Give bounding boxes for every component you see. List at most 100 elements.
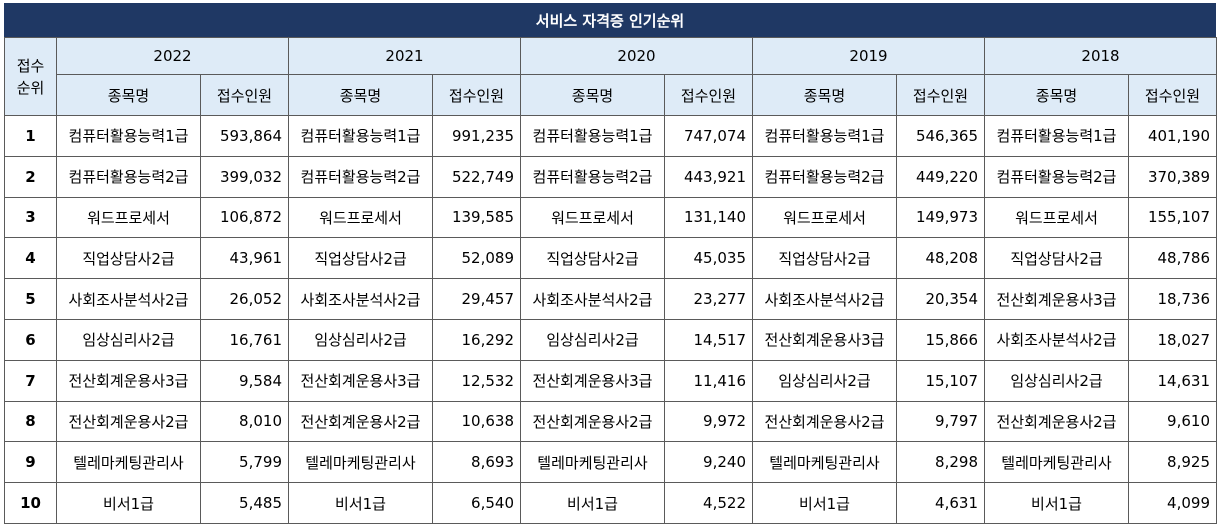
item-name-cell: 비서1급 <box>984 482 1129 524</box>
table-row: 7 전산회계운용사3급 9,584 전산회계운용사3급 12,532 전산회계운용사3급 1… <box>4 359 1217 402</box>
table-row: 6 임상심리사2급 16,761 임상심리사2급 16,292 임상심리사2급 14,517… <box>4 318 1217 361</box>
applicant-count-cell: 747,074 <box>664 115 753 157</box>
rank-cell: 8 <box>4 400 57 443</box>
item-name-cell: 텔레마케팅관리사 <box>984 441 1129 484</box>
item-name-cell: 워드프로세서 <box>520 196 665 239</box>
applicant-count-cell: 20,354 <box>896 278 985 320</box>
table-row: 5 사회조사분석사2급 26,052 사회조사분석사2급 29,457 사회조사분석사2급… <box>4 278 1217 320</box>
year-header: 2020 <box>520 37 753 75</box>
name-column-header: 종목명 <box>752 74 897 116</box>
applicant-count-cell: 8,925 <box>1128 441 1217 484</box>
applicant-count-cell: 29,457 <box>432 278 521 320</box>
year-header: 2022 <box>56 37 289 75</box>
applicant-count-cell: 16,761 <box>200 318 289 361</box>
applicant-count-cell: 12,532 <box>432 359 521 402</box>
item-name-cell: 전산회계운용사2급 <box>752 400 897 443</box>
item-name-cell: 컴퓨터활용능력1급 <box>752 115 897 157</box>
item-name-cell: 전산회계운용사3급 <box>520 359 665 402</box>
item-name-cell: 텔레마케팅관리사 <box>520 441 665 484</box>
item-name-cell: 임상심리사2급 <box>752 359 897 402</box>
item-name-cell: 직업상담사2급 <box>56 237 201 280</box>
item-name-cell: 컴퓨터활용능력2급 <box>520 155 665 198</box>
item-name-cell: 사회조사분석사2급 <box>56 278 201 320</box>
item-name-cell: 컴퓨터활용능력2급 <box>752 155 897 198</box>
applicant-count-cell: 14,631 <box>1128 359 1217 402</box>
item-name-cell: 컴퓨터활용능력2급 <box>288 155 433 198</box>
table-row: 4 직업상담사2급 43,961 직업상담사2급 52,089 직업상담사2급 45,035… <box>4 237 1217 280</box>
applicant-count-cell: 5,799 <box>200 441 289 484</box>
item-name-cell: 워드프로세서 <box>288 196 433 239</box>
rank-cell: 7 <box>4 359 57 402</box>
item-name-cell: 전산회계운용사3급 <box>984 278 1129 320</box>
item-name-cell: 직업상담사2급 <box>288 237 433 280</box>
item-name-cell: 비서1급 <box>288 482 433 524</box>
count-column-header: 접수인원 <box>432 74 521 116</box>
item-name-cell: 비서1급 <box>56 482 201 524</box>
applicant-count-cell: 401,190 <box>1128 115 1217 157</box>
applicant-count-cell: 9,610 <box>1128 400 1217 443</box>
item-name-cell: 직업상담사2급 <box>520 237 665 280</box>
year-header: 2018 <box>984 37 1217 75</box>
name-column-header: 종목명 <box>520 74 665 116</box>
item-name-cell: 컴퓨터활용능력1급 <box>984 115 1129 157</box>
item-name-cell: 임상심리사2급 <box>288 318 433 361</box>
applicant-count-cell: 593,864 <box>200 115 289 157</box>
applicant-count-cell: 149,973 <box>896 196 985 239</box>
item-name-cell: 사회조사분석사2급 <box>288 278 433 320</box>
applicant-count-cell: 546,365 <box>896 115 985 157</box>
item-name-cell: 전산회계운용사3급 <box>752 318 897 361</box>
table-row: 2 컴퓨터활용능력2급 399,032 컴퓨터활용능력2급 522,749 컴퓨터활용능력… <box>4 155 1217 198</box>
item-name-cell: 컴퓨터활용능력2급 <box>56 155 201 198</box>
count-column-header: 접수인원 <box>664 74 753 116</box>
item-name-cell: 컴퓨터활용능력1급 <box>288 115 433 157</box>
item-name-cell: 전산회계운용사2급 <box>520 400 665 443</box>
applicant-count-cell: 522,749 <box>432 155 521 198</box>
item-name-cell: 워드프로세서 <box>984 196 1129 239</box>
item-name-cell: 전산회계운용사3급 <box>288 359 433 402</box>
applicant-count-cell: 155,107 <box>1128 196 1217 239</box>
ranking-table: 접수 순위 2022 2021 2020 2019 2018 종목명 접수인원 … <box>4 37 1217 524</box>
item-name-cell: 컴퓨터활용능력1급 <box>56 115 201 157</box>
rank-cell: 1 <box>4 115 57 157</box>
table-row: 8 전산회계운용사2급 8,010 전산회계운용사2급 10,638 전산회계운용사2급 9… <box>4 400 1217 443</box>
item-name-cell: 텔레마케팅관리사 <box>288 441 433 484</box>
applicant-count-cell: 11,416 <box>664 359 753 402</box>
item-name-cell: 컴퓨터활용능력2급 <box>984 155 1129 198</box>
applicant-count-cell: 43,961 <box>200 237 289 280</box>
applicant-count-cell: 4,522 <box>664 482 753 524</box>
applicant-count-cell: 9,797 <box>896 400 985 443</box>
rank-cell: 2 <box>4 155 57 198</box>
table-title: 서비스 자격증 인기순위 <box>4 3 1216 37</box>
item-name-cell: 비서1급 <box>520 482 665 524</box>
item-name-cell: 임상심리사2급 <box>520 318 665 361</box>
name-column-header: 종목명 <box>984 74 1129 116</box>
item-name-cell: 비서1급 <box>752 482 897 524</box>
item-name-cell: 전산회계운용사2급 <box>288 400 433 443</box>
name-column-header: 종목명 <box>288 74 433 116</box>
applicant-count-cell: 23,277 <box>664 278 753 320</box>
applicant-count-cell: 14,517 <box>664 318 753 361</box>
table-row: 9 텔레마케팅관리사 5,799 텔레마케팅관리사 8,693 텔레마케팅관리사 9,240… <box>4 441 1217 484</box>
applicant-count-cell: 15,107 <box>896 359 985 402</box>
rank-header: 접수 순위 <box>4 37 57 116</box>
count-column-header: 접수인원 <box>200 74 289 116</box>
item-name-cell: 사회조사분석사2급 <box>984 318 1129 361</box>
applicant-count-cell: 48,786 <box>1128 237 1217 280</box>
rank-cell: 3 <box>4 196 57 239</box>
applicant-count-cell: 8,010 <box>200 400 289 443</box>
count-column-header: 접수인원 <box>1128 74 1217 116</box>
applicant-count-cell: 131,140 <box>664 196 753 239</box>
applicant-count-cell: 9,584 <box>200 359 289 402</box>
applicant-count-cell: 9,972 <box>664 400 753 443</box>
applicant-count-cell: 139,585 <box>432 196 521 239</box>
applicant-count-cell: 9,240 <box>664 441 753 484</box>
applicant-count-cell: 4,099 <box>1128 482 1217 524</box>
applicant-count-cell: 18,736 <box>1128 278 1217 320</box>
item-name-cell: 임상심리사2급 <box>984 359 1129 402</box>
applicant-count-cell: 8,298 <box>896 441 985 484</box>
applicant-count-cell: 10,638 <box>432 400 521 443</box>
applicant-count-cell: 18,027 <box>1128 318 1217 361</box>
item-name-cell: 텔레마케팅관리사 <box>56 441 201 484</box>
applicant-count-cell: 16,292 <box>432 318 521 361</box>
item-name-cell: 텔레마케팅관리사 <box>752 441 897 484</box>
